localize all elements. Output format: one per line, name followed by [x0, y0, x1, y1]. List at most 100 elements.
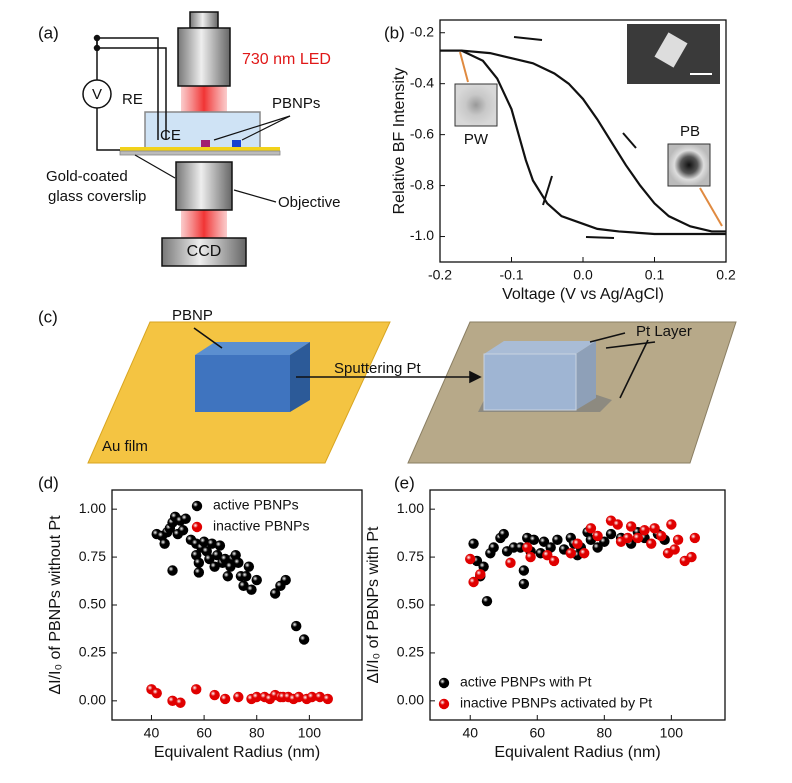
x-tick-label: -0.1	[499, 267, 523, 283]
process-label: Sputtering Pt	[334, 360, 422, 377]
arrow	[233, 189, 277, 203]
legend-marker	[438, 677, 450, 689]
data-point	[481, 595, 493, 607]
data-point	[219, 693, 231, 705]
y-tick-label: 0.25	[79, 644, 106, 660]
data-point	[293, 691, 305, 703]
coverslip-label: Gold-coated	[46, 168, 128, 185]
data-point	[592, 530, 603, 542]
y-tick-label: -0.4	[410, 74, 434, 90]
data-point	[579, 548, 590, 559]
diagram-a	[82, 11, 291, 267]
voltmeter-label: V	[92, 86, 102, 103]
data-point	[167, 695, 178, 707]
data-line	[440, 49, 726, 233]
layer-label: Pt Layer	[636, 323, 692, 340]
voltmeter	[82, 79, 112, 109]
wire	[96, 108, 120, 151]
data-point	[666, 519, 677, 530]
y-tick-label: -0.8	[410, 176, 434, 192]
coverslip-label: glass coverslip	[48, 188, 146, 205]
data-point	[572, 538, 583, 549]
arrow	[213, 115, 291, 141]
data-point	[672, 534, 684, 546]
data-point	[322, 693, 333, 705]
x-axis-title: Voltage (V vs Ag/AgCl)	[502, 286, 664, 303]
legend-marker	[191, 521, 203, 533]
data-point	[191, 684, 202, 695]
data-point	[233, 557, 244, 569]
x-tick-label: 60	[196, 725, 212, 741]
data-point	[280, 574, 291, 586]
arrow	[134, 154, 176, 179]
data-point	[605, 528, 617, 540]
led-label: 730 nm LED	[242, 51, 331, 68]
data-point	[298, 634, 310, 645]
wire	[96, 37, 159, 140]
data-point	[314, 691, 326, 703]
y-tick-label: 0.25	[397, 644, 424, 660]
pw-image	[454, 83, 498, 127]
y-tick-label: 0.00	[79, 692, 106, 708]
data-point	[193, 567, 205, 578]
pb-image	[667, 143, 711, 187]
arrow	[241, 115, 291, 141]
particle	[201, 140, 210, 147]
data-point	[175, 697, 186, 708]
annotation: PB	[680, 123, 700, 140]
gold-film	[120, 147, 280, 151]
data-point	[505, 557, 516, 569]
box-front	[483, 353, 577, 411]
data-point	[209, 689, 220, 701]
electrode-label: RE	[122, 91, 143, 108]
data-point	[219, 553, 231, 565]
data-point	[525, 551, 536, 563]
arrows	[193, 327, 656, 399]
junction	[93, 44, 101, 52]
data-point	[625, 521, 637, 532]
y-axis-title: Relative BF Intensity	[391, 68, 408, 215]
x-axis-title: Equivalent Radius (nm)	[154, 744, 320, 761]
sem-particle	[654, 32, 688, 68]
legend-marker	[191, 500, 203, 512]
x-tick-label: 40	[462, 725, 478, 741]
data-point	[468, 576, 479, 588]
wire	[97, 47, 167, 140]
x-tick-label: 100	[298, 725, 322, 741]
data-point	[468, 538, 479, 549]
particle-label: PBNP	[172, 307, 213, 324]
data-point	[656, 530, 667, 542]
x-tick-label: -0.2	[428, 267, 452, 283]
direction-arrows	[513, 36, 637, 239]
legend-label: inactive PBNPs activated by Pt	[460, 695, 652, 711]
data-point	[639, 525, 650, 536]
data-point	[632, 532, 644, 544]
objective-label: Objective	[278, 194, 341, 211]
junction	[93, 34, 101, 42]
data-point	[251, 691, 262, 703]
y-axis-title: ΔI/I₀ of PBNPs with Pt	[365, 526, 382, 683]
y-tick-label: -0.2	[410, 23, 434, 39]
x-tick-label: 40	[144, 725, 160, 741]
y-tick-label: 0.75	[397, 548, 424, 564]
data-point	[198, 536, 210, 547]
data-point	[269, 588, 281, 599]
data-point	[206, 538, 218, 549]
data-point	[306, 691, 318, 703]
box-front	[195, 355, 290, 412]
electrode-label: CE	[160, 127, 181, 144]
pointer	[699, 187, 723, 227]
x-tick-label: 0.2	[716, 267, 736, 283]
panel-label: (d)	[38, 473, 59, 492]
data-point	[212, 549, 223, 561]
data-point	[646, 538, 657, 549]
data-point	[222, 571, 233, 582]
panel-label: (c)	[38, 307, 58, 326]
x-tick-label: 80	[597, 725, 613, 741]
y-tick-label: 0.75	[79, 548, 106, 564]
data-point	[180, 513, 191, 524]
led	[177, 27, 231, 87]
data-point	[159, 538, 170, 549]
